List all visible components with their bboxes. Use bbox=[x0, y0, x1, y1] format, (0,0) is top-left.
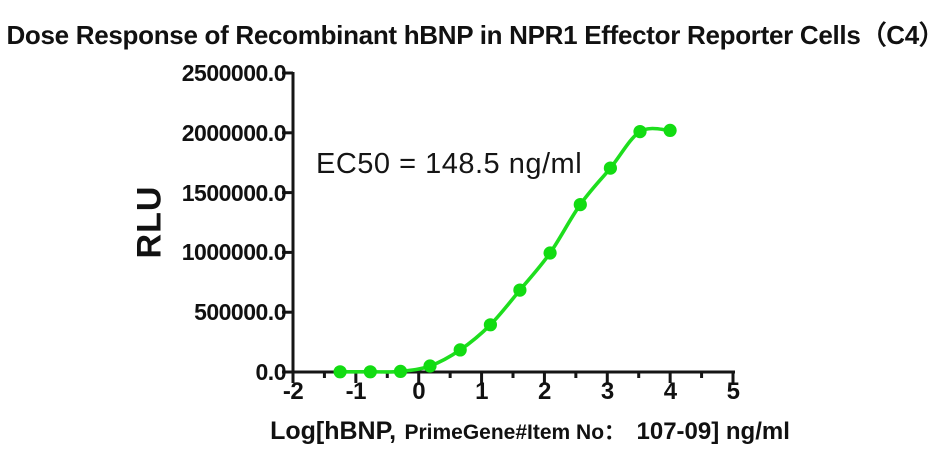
x-tick-label: -1 bbox=[345, 378, 367, 405]
y-tick-label: 1500000.0 bbox=[181, 179, 287, 206]
data-point bbox=[663, 123, 677, 137]
data-point bbox=[333, 365, 347, 379]
x-tick-label: -2 bbox=[282, 378, 304, 405]
y-tick-label: 0.0 bbox=[255, 359, 287, 385]
data-point bbox=[573, 198, 587, 212]
x-tick-label: 0 bbox=[412, 378, 426, 405]
fit-curve bbox=[338, 126, 672, 374]
data-point bbox=[483, 318, 497, 332]
ec50-annotation: EC50 = 148.5 ng/ml bbox=[316, 148, 583, 180]
x-tick-label: 2 bbox=[537, 378, 551, 405]
x-axis-title-main: Log[hBNP, bbox=[270, 417, 397, 445]
y-tick-label: 1000000.0 bbox=[181, 239, 287, 266]
data-point bbox=[633, 125, 647, 139]
data-point bbox=[603, 161, 618, 175]
y-tick-label: 2500000.0 bbox=[181, 60, 287, 86]
x-tick-label: 4 bbox=[663, 378, 677, 405]
data-point bbox=[453, 343, 467, 357]
x-tick-label: 3 bbox=[600, 378, 614, 405]
data-point bbox=[543, 246, 557, 260]
axis-lines bbox=[291, 72, 735, 374]
x-tick-label: 5 bbox=[726, 378, 740, 405]
y-tick-label: 500000.0 bbox=[194, 299, 286, 326]
chart-title: Dose Response of Recombinant hBNP in NPR… bbox=[6, 20, 945, 50]
x-tick-label: 1 bbox=[475, 378, 488, 405]
x-axis-title: Log[hBNP, PrimeGene#Item No： 107-09] ng/… bbox=[260, 416, 800, 446]
x-axis-title-units: 107-09] ng/ml bbox=[636, 418, 790, 445]
data-point bbox=[363, 365, 377, 379]
data-point bbox=[423, 359, 437, 373]
data-point bbox=[393, 364, 408, 378]
data-point bbox=[513, 283, 527, 297]
y-tick-label: 2000000.0 bbox=[181, 119, 287, 146]
x-axis-title-catalog: PrimeGene#Item No： bbox=[404, 421, 626, 444]
